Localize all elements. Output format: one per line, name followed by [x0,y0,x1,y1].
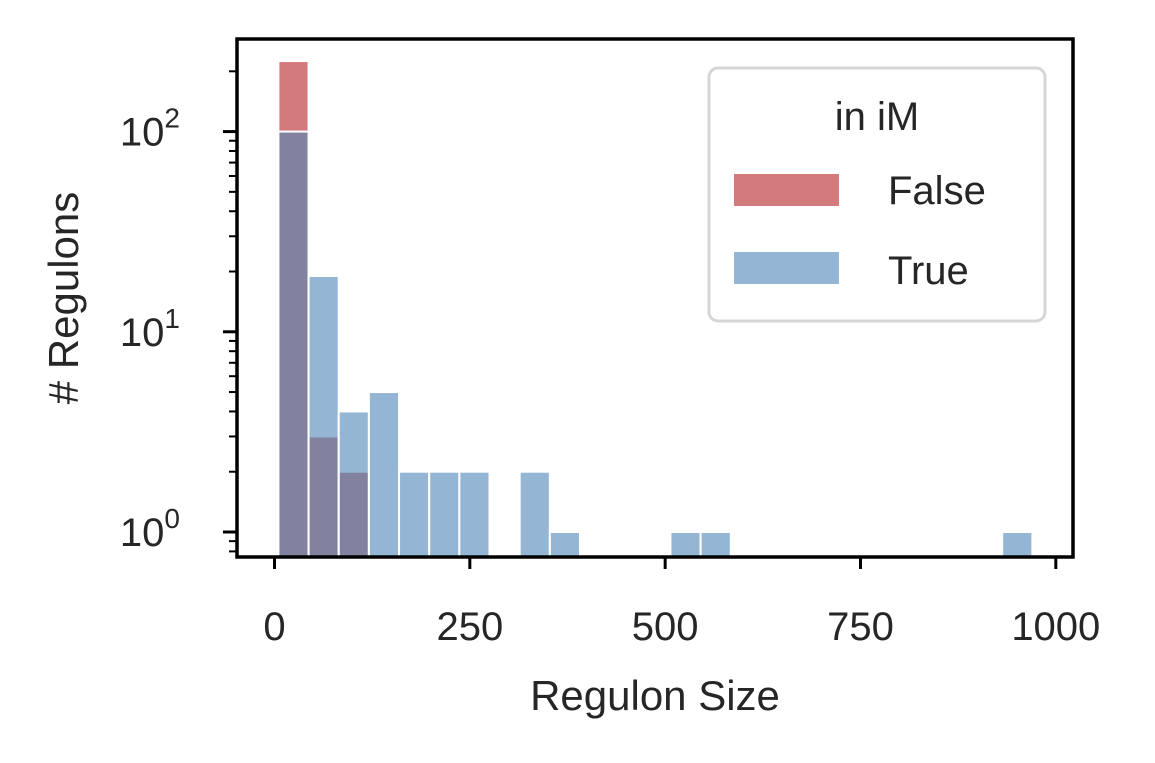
y-tick-label-100: 102 [120,103,180,155]
bars-layer [277,60,1034,559]
x-tick-label-500: 500 [632,605,699,649]
plot-frame [235,37,1075,559]
bar-true-8 [518,470,551,559]
x-tick-label-0: 0 [263,605,285,649]
x-tick-label-750: 750 [827,605,894,649]
legend: in iM False True [707,66,1047,323]
bar-true-9 [548,530,581,558]
legend-label-true: True [888,249,969,293]
y-tick-exponent-10: 1 [164,303,180,334]
x-tick-label-1000: 1000 [1011,605,1100,649]
legend-swatch-true [734,252,839,284]
legend-title: in iM [835,95,919,139]
bar-true-0 [277,130,310,558]
bar-true-24 [1001,530,1034,558]
y-tick-label-1: 100 [120,503,180,555]
y-axis-label: # Regulons [40,192,87,404]
bar-true-14 [699,530,732,558]
bar-true-13 [669,530,702,558]
bar-true-6 [458,470,491,559]
y-tick-exponent-1: 0 [164,503,180,534]
bar-true-3 [367,391,401,559]
bar-true-2 [337,410,370,558]
legend-swatch-false [734,174,839,206]
y-tick-exponent-100: 2 [164,103,180,134]
x-axis-label: Regulon Size [530,672,780,719]
legend-label-false: False [888,169,986,213]
x-tick-label-250: 250 [436,605,503,649]
bar-true-4 [398,470,431,559]
bar-true-1 [307,274,340,558]
bar-true-5 [428,470,461,559]
y-tick-label-10: 101 [120,303,180,355]
